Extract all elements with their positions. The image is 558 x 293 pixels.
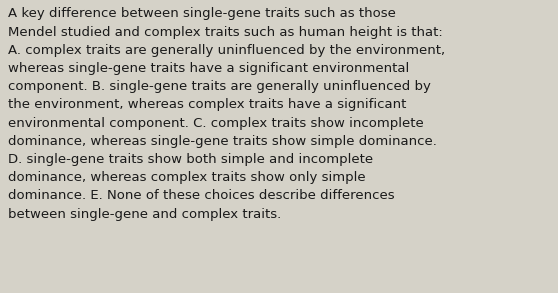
Text: A key difference between single-gene traits such as those
Mendel studied and com: A key difference between single-gene tra…: [8, 7, 445, 221]
